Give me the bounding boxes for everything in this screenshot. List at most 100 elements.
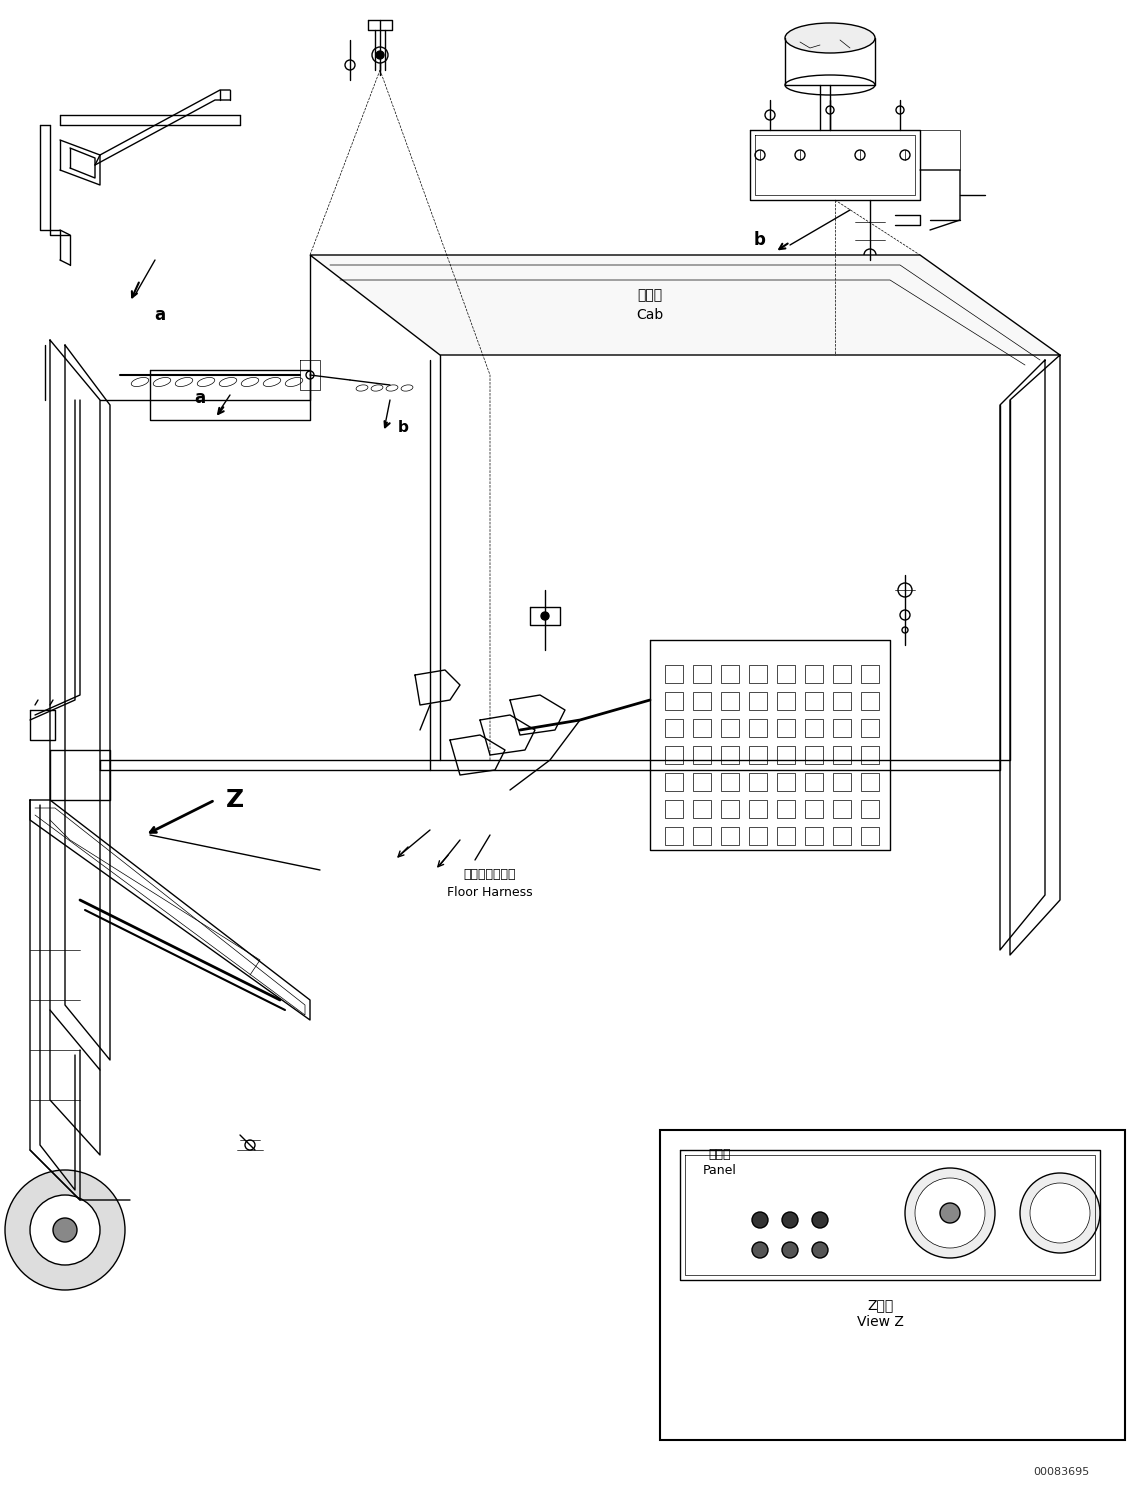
- Bar: [861, 773, 879, 791]
- Bar: [721, 719, 739, 737]
- Bar: [665, 746, 682, 764]
- Circle shape: [5, 1170, 125, 1291]
- Bar: [665, 827, 682, 844]
- Bar: [861, 827, 879, 844]
- Bar: [861, 665, 879, 683]
- Bar: [833, 773, 851, 791]
- Bar: [693, 719, 711, 737]
- Bar: [833, 692, 851, 710]
- Bar: [749, 665, 767, 683]
- Circle shape: [902, 627, 908, 633]
- Bar: [777, 827, 795, 844]
- Bar: [749, 773, 767, 791]
- Circle shape: [900, 151, 910, 160]
- Ellipse shape: [387, 385, 398, 391]
- Bar: [749, 692, 767, 710]
- Bar: [721, 692, 739, 710]
- Ellipse shape: [219, 377, 236, 386]
- Bar: [777, 746, 795, 764]
- Circle shape: [896, 106, 904, 113]
- Text: Panel: Panel: [703, 1164, 736, 1177]
- Circle shape: [782, 1212, 798, 1228]
- Circle shape: [864, 249, 876, 261]
- Bar: [861, 719, 879, 737]
- Text: b: b: [754, 231, 766, 249]
- Bar: [861, 746, 879, 764]
- Text: a: a: [155, 306, 165, 324]
- Circle shape: [30, 1195, 100, 1265]
- Circle shape: [245, 1140, 255, 1150]
- Circle shape: [900, 610, 910, 621]
- Bar: [805, 773, 824, 791]
- Bar: [861, 800, 879, 818]
- Bar: [749, 719, 767, 737]
- Circle shape: [812, 1212, 828, 1228]
- Circle shape: [915, 1179, 985, 1247]
- Ellipse shape: [131, 377, 149, 386]
- Ellipse shape: [264, 377, 281, 386]
- Bar: [660, 1129, 1125, 1440]
- Text: Z: Z: [226, 788, 244, 812]
- Bar: [721, 827, 739, 844]
- Circle shape: [541, 612, 549, 621]
- Ellipse shape: [356, 385, 368, 391]
- Bar: [833, 719, 851, 737]
- Ellipse shape: [372, 385, 383, 391]
- Bar: [777, 665, 795, 683]
- Bar: [805, 827, 824, 844]
- Bar: [665, 773, 682, 791]
- Ellipse shape: [197, 377, 214, 386]
- Text: 00083695: 00083695: [1033, 1467, 1090, 1477]
- Bar: [833, 746, 851, 764]
- Circle shape: [941, 1203, 960, 1223]
- Circle shape: [755, 151, 765, 160]
- Bar: [833, 665, 851, 683]
- Bar: [665, 665, 682, 683]
- Circle shape: [1020, 1173, 1100, 1253]
- Text: Cab: Cab: [637, 307, 664, 322]
- Circle shape: [855, 151, 865, 160]
- Bar: [749, 746, 767, 764]
- Circle shape: [795, 151, 805, 160]
- Ellipse shape: [401, 385, 413, 391]
- Circle shape: [345, 60, 356, 70]
- Bar: [693, 665, 711, 683]
- Bar: [805, 665, 824, 683]
- Circle shape: [1030, 1183, 1090, 1243]
- Bar: [693, 692, 711, 710]
- Bar: [665, 719, 682, 737]
- Text: Floor Harness: Floor Harness: [447, 885, 533, 898]
- Bar: [777, 719, 795, 737]
- Bar: [721, 665, 739, 683]
- Circle shape: [752, 1212, 768, 1228]
- Circle shape: [898, 583, 912, 597]
- Circle shape: [905, 1168, 994, 1258]
- Bar: [861, 692, 879, 710]
- Circle shape: [306, 372, 314, 379]
- Circle shape: [765, 110, 775, 119]
- Ellipse shape: [241, 377, 259, 386]
- Bar: [805, 800, 824, 818]
- Circle shape: [812, 1241, 828, 1258]
- Bar: [665, 800, 682, 818]
- Bar: [777, 773, 795, 791]
- Bar: [693, 773, 711, 791]
- Bar: [693, 800, 711, 818]
- Bar: [749, 800, 767, 818]
- Text: キャブ: キャブ: [638, 288, 663, 301]
- Circle shape: [372, 48, 388, 63]
- Circle shape: [826, 106, 834, 113]
- Bar: [665, 692, 682, 710]
- Bar: [721, 800, 739, 818]
- Bar: [693, 827, 711, 844]
- Text: a: a: [195, 389, 205, 407]
- Bar: [749, 827, 767, 844]
- Bar: [805, 692, 824, 710]
- Text: Z　視: Z 視: [867, 1298, 894, 1311]
- Bar: [833, 827, 851, 844]
- Bar: [805, 746, 824, 764]
- Bar: [777, 800, 795, 818]
- Ellipse shape: [154, 377, 171, 386]
- Bar: [805, 719, 824, 737]
- Bar: [777, 692, 795, 710]
